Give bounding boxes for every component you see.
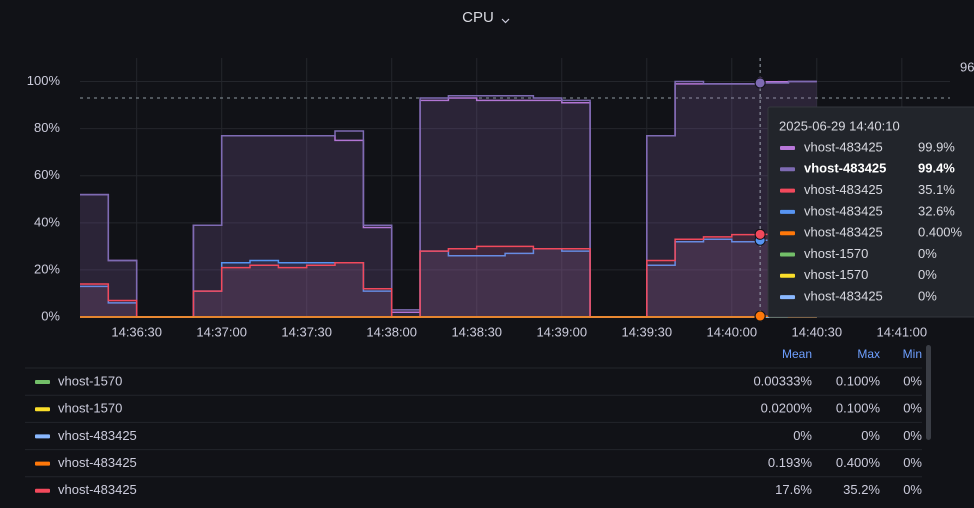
legend-cell: 0.100% bbox=[836, 401, 881, 416]
tooltip-name: vhost-483425 bbox=[804, 225, 883, 240]
y-tick-label: 100% bbox=[27, 73, 61, 88]
tooltip-name: vhost-1570 bbox=[804, 267, 868, 282]
legend-table: Mean Max Min vhost-1570 0.00333% 0.100% 0% vhos… bbox=[25, 347, 922, 497]
tooltip-name: vhost-1570 bbox=[804, 246, 868, 261]
x-tick-label: 14:40:30 bbox=[792, 324, 843, 339]
tooltip-value: 35.1% bbox=[918, 182, 955, 197]
tooltip: 2025-06-29 14:40:10 vhost-483425 99.9% vhos… bbox=[767, 106, 974, 318]
y-tick-label: 0% bbox=[41, 308, 60, 323]
tooltip-swatch bbox=[780, 231, 795, 236]
tooltip-swatch bbox=[780, 188, 795, 193]
legend-name[interactable]: vhost-1570 bbox=[58, 401, 122, 416]
x-tick-label: 14:37:00 bbox=[196, 324, 247, 339]
tooltip-name: vhost-483425 bbox=[804, 139, 883, 154]
tooltip-value: 32.6% bbox=[918, 203, 955, 218]
legend-swatch bbox=[35, 434, 50, 439]
legend-swatch bbox=[35, 407, 50, 412]
hover-point bbox=[754, 228, 766, 240]
x-tick-label: 14:40:00 bbox=[706, 324, 757, 339]
tooltip-value: 0% bbox=[918, 267, 937, 282]
tooltip-swatch bbox=[780, 252, 795, 257]
legend-cell: 0% bbox=[903, 482, 922, 497]
tooltip-swatch bbox=[780, 167, 795, 172]
title-chevron[interactable] bbox=[501, 18, 510, 24]
legend-column-header: Mean bbox=[782, 347, 812, 361]
series-line bbox=[80, 233, 817, 318]
x-tick-label: 14:38:00 bbox=[366, 324, 417, 339]
series-line bbox=[80, 80, 817, 318]
legend-cell: 0% bbox=[903, 373, 922, 388]
panel-title[interactable]: CPU bbox=[462, 9, 494, 26]
x-tick-label: 14:37:30 bbox=[281, 324, 332, 339]
legend-cell: 0% bbox=[903, 428, 922, 443]
legend-cell: 0.100% bbox=[836, 373, 881, 388]
scrollbar[interactable] bbox=[926, 345, 931, 440]
legend-swatch bbox=[35, 461, 50, 466]
legend-cell: 35.2% bbox=[843, 482, 880, 497]
y-tick-label: 60% bbox=[34, 167, 60, 182]
legend-swatch bbox=[35, 488, 50, 493]
legend-swatch bbox=[35, 380, 50, 384]
tooltip-name: vhost-483425 bbox=[804, 161, 886, 176]
legend-column-header: Min bbox=[903, 347, 922, 361]
series-line bbox=[80, 315, 817, 318]
legend-cell: 17.6% bbox=[775, 482, 812, 497]
hover-point bbox=[754, 77, 766, 89]
y-tick-label: 20% bbox=[34, 261, 60, 276]
y-tick-label: 80% bbox=[34, 120, 60, 135]
legend-cell: 0.400% bbox=[836, 455, 881, 470]
series-area bbox=[80, 234, 817, 317]
tooltip-value: 99.4% bbox=[918, 161, 955, 176]
legend-name[interactable]: vhost-483425 bbox=[58, 428, 137, 443]
x-tick-label: 14:38:30 bbox=[451, 324, 502, 339]
tooltip-name: vhost-483425 bbox=[804, 203, 883, 218]
legend-cell: 0% bbox=[793, 428, 812, 443]
side-label: 96 bbox=[960, 59, 974, 74]
tooltip-value: 0% bbox=[918, 289, 937, 304]
y-tick-label: 40% bbox=[34, 214, 60, 229]
legend-name[interactable]: vhost-1570 bbox=[58, 373, 122, 388]
tooltip-box bbox=[767, 106, 974, 318]
hover-point bbox=[754, 310, 766, 322]
legend-name[interactable]: vhost-483425 bbox=[58, 455, 137, 470]
legend-cell: 0.00333% bbox=[753, 373, 812, 388]
x-tick-label: 14:39:00 bbox=[536, 324, 587, 339]
x-tick-label: 14:36:30 bbox=[111, 324, 162, 339]
tooltip-name: vhost-483425 bbox=[804, 182, 883, 197]
tooltip-swatch bbox=[780, 146, 795, 150]
legend-cell: 0.193% bbox=[768, 455, 813, 470]
legend-cell: 0.0200% bbox=[761, 401, 813, 416]
legend-name[interactable]: vhost-483425 bbox=[58, 482, 137, 497]
plot-area: 0% 20% 40% 60% 80% 100% 14:36:30 14:37:00 14:37:… bbox=[27, 58, 950, 339]
tooltip-swatch bbox=[780, 295, 795, 300]
tooltip-name: vhost-483425 bbox=[804, 289, 883, 304]
legend-column-header: Max bbox=[857, 347, 880, 361]
tooltip-value: 99.9% bbox=[918, 139, 955, 154]
tooltip-swatch bbox=[780, 209, 795, 214]
tooltip-value: 0.400% bbox=[918, 225, 963, 240]
series-area bbox=[80, 239, 817, 317]
tooltip-swatch bbox=[780, 273, 795, 278]
series-area bbox=[80, 81, 817, 317]
tooltip-time: 2025-06-29 14:40:10 bbox=[779, 118, 900, 133]
legend-cell: 0% bbox=[903, 401, 922, 416]
legend-cell: 0% bbox=[903, 455, 922, 470]
tooltip-value: 0% bbox=[918, 246, 937, 261]
x-tick-label: 14:41:00 bbox=[877, 324, 928, 339]
legend-cell: 0% bbox=[861, 428, 880, 443]
series-area bbox=[80, 81, 817, 317]
x-tick-label: 14:39:30 bbox=[621, 324, 672, 339]
